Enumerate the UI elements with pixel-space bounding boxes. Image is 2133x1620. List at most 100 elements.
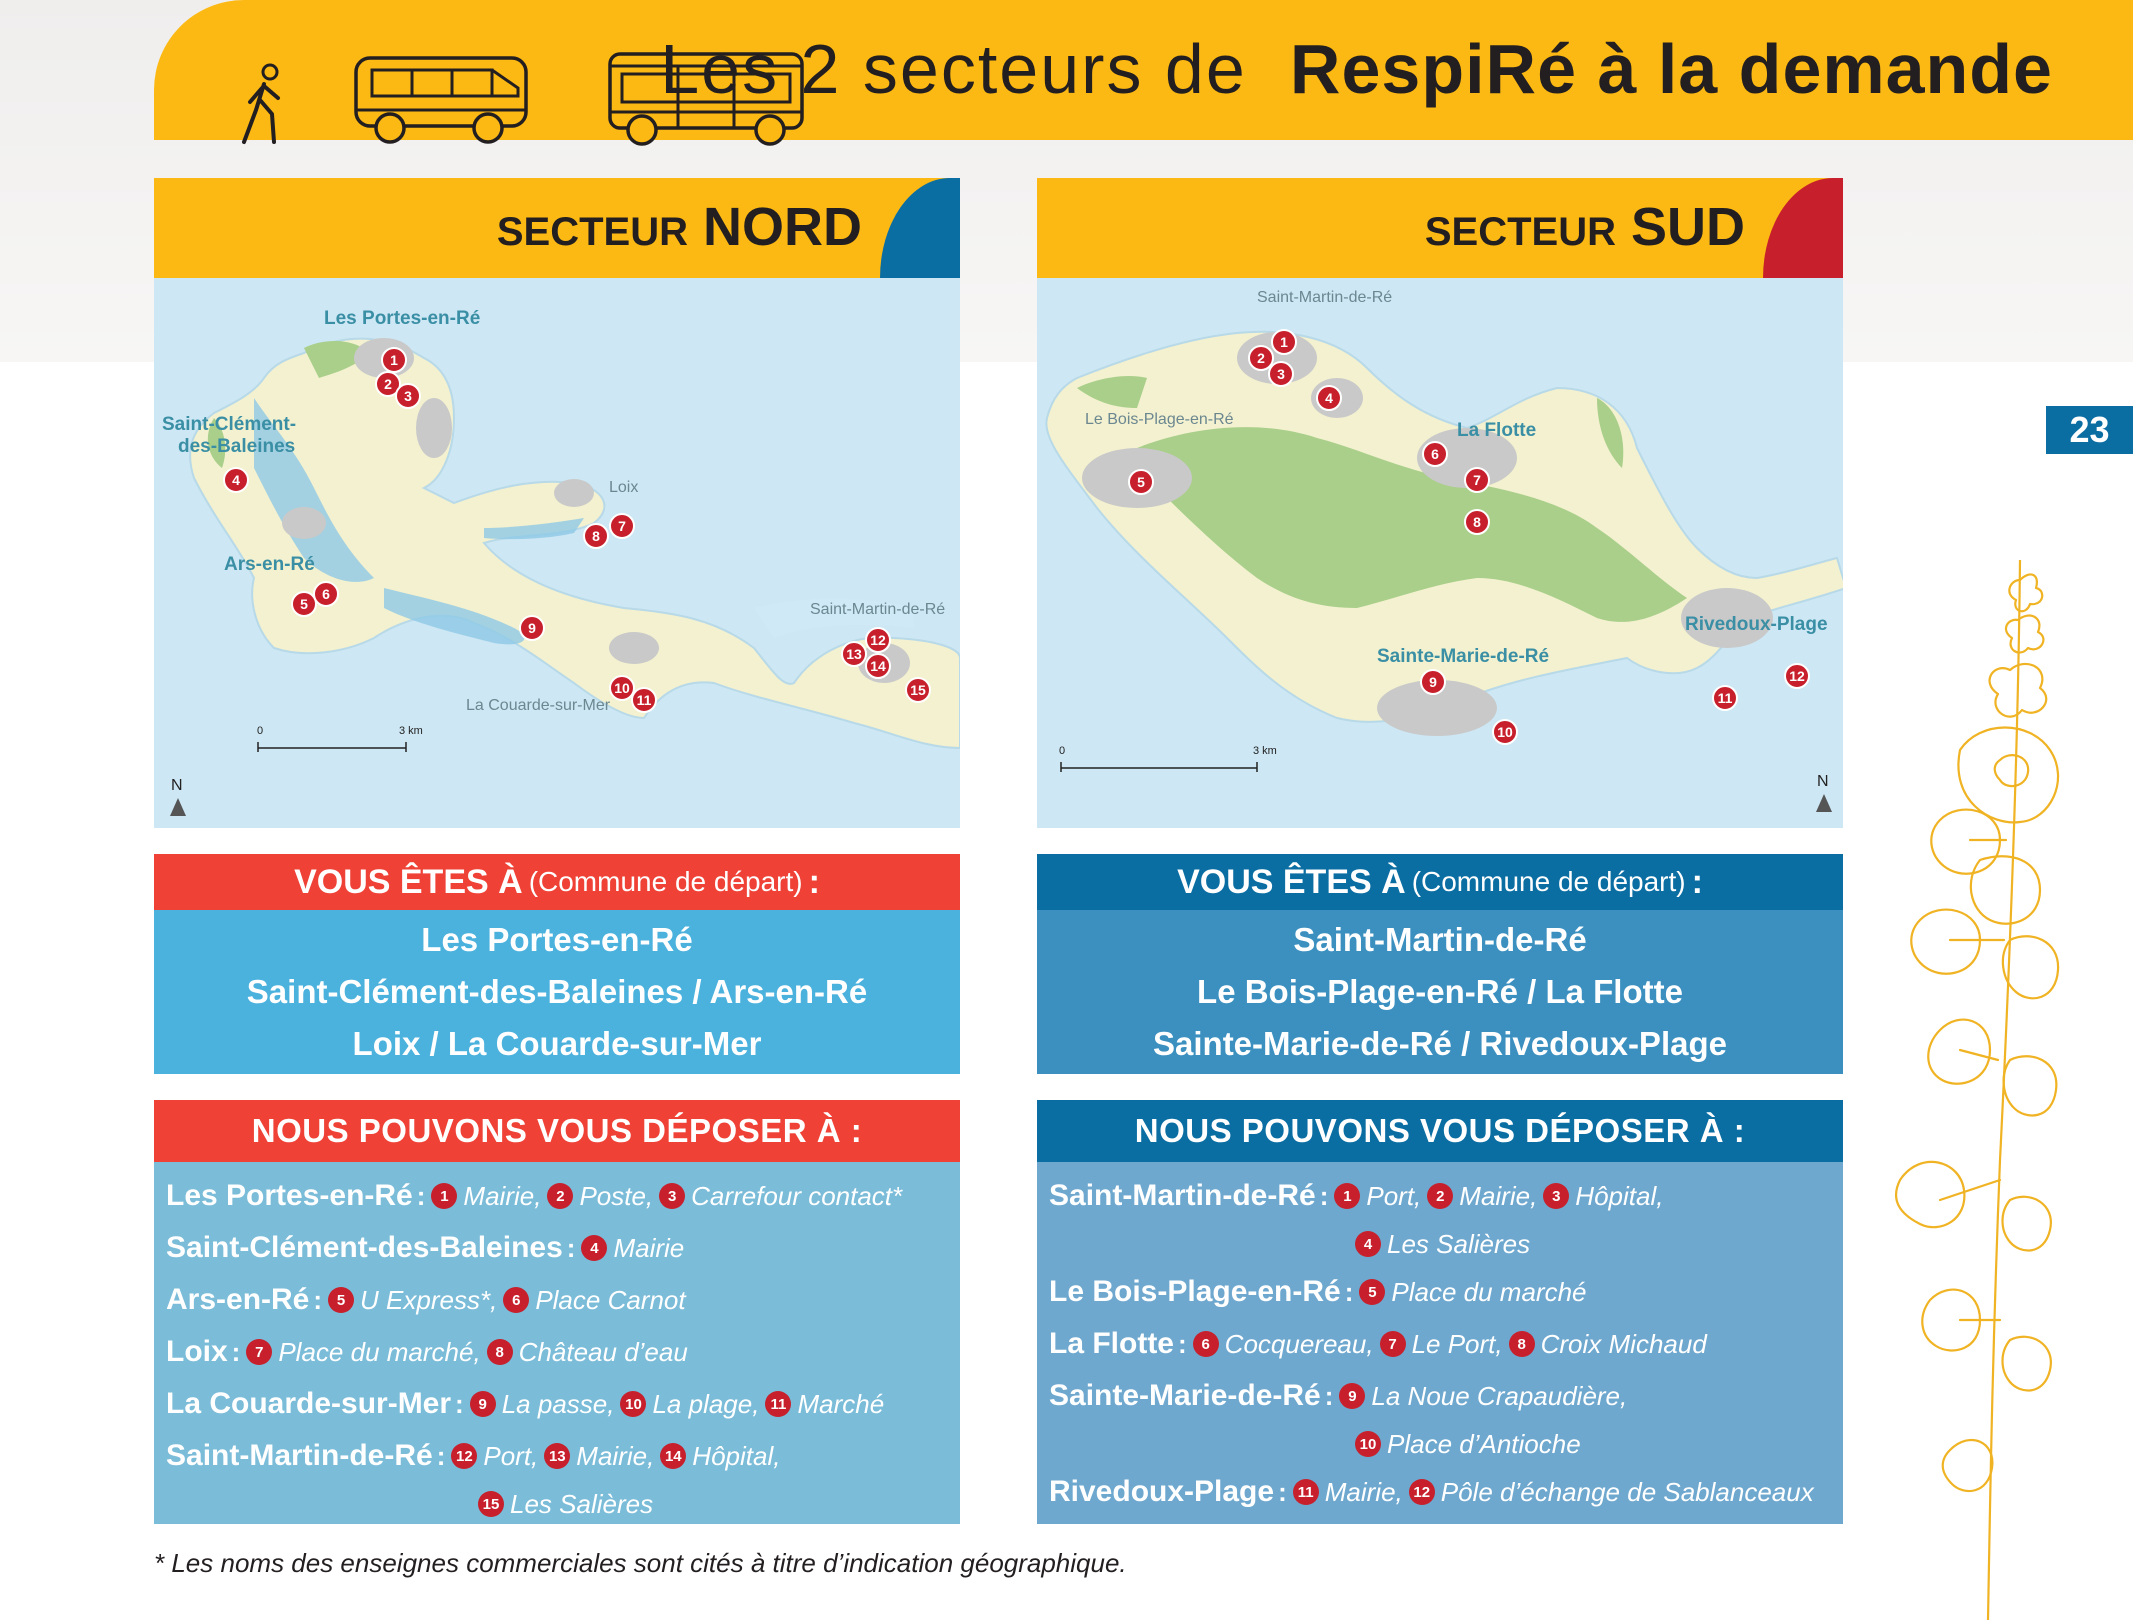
drop-row: Ars-en-Ré:5 U Express*, 6 Place Carnot: [166, 1274, 948, 1326]
stop-number-badge: 5: [1359, 1279, 1386, 1305]
secteur-sud-header: SECTEUR SUD: [1037, 178, 1843, 278]
secteur-sud-title: SECTEUR SUD: [1425, 196, 1745, 258]
map-label: La Flotte: [1457, 420, 1536, 441]
svg-text:1: 1: [390, 352, 398, 368]
secteur-nord-accent: [880, 178, 960, 278]
map-pin: 8: [1464, 509, 1490, 535]
map-pin: 10: [1492, 719, 1518, 745]
map-pin: 7: [1464, 467, 1490, 493]
stop-number-badge: 12: [451, 1443, 478, 1469]
stop-number-badge: 7: [246, 1339, 273, 1365]
drop-stop: 14 Hôpital,: [660, 1441, 780, 1472]
drop-stop: 10 Place d’Antioche: [1355, 1429, 1581, 1460]
drop-town: La Flotte: [1049, 1327, 1174, 1360]
page-title: Les 2 secteurs de RespiRé à la demande: [660, 28, 2053, 110]
map-scale: 0 3 km: [257, 725, 423, 752]
svg-text:2: 2: [1257, 350, 1265, 366]
stop-number-badge: 9: [1339, 1383, 1366, 1409]
stop-name: Port,: [1366, 1180, 1422, 1211]
secteur-nord-header: SECTEUR NORD: [154, 178, 960, 278]
svg-text:2: 2: [384, 376, 392, 392]
secteur-sud-accent: [1763, 178, 1843, 278]
drop-header-nord: NOUS POUVONS VOUS DÉPOSER À :: [154, 1100, 960, 1162]
stop-number-badge: 10: [620, 1391, 647, 1417]
page-number: 23: [2046, 406, 2133, 454]
drop-town: Saint-Martin-de-Ré: [166, 1439, 433, 1472]
svg-text:7: 7: [618, 518, 626, 534]
stop-number-badge: 11: [1292, 1479, 1319, 1505]
drop-town: Le Bois-Plage-en-Ré: [1049, 1275, 1341, 1308]
map-label: Rivedoux-Plage: [1685, 614, 1828, 635]
svg-text:3: 3: [1277, 366, 1285, 382]
stop-number-badge: 14: [660, 1443, 687, 1469]
drop-row: Saint-Martin-de-Ré:1 Port, 2 Mairie, 3 Hôpita…: [1049, 1170, 1831, 1222]
depart-commune: Les Portes-en-Ré: [421, 921, 693, 958]
drop-row: Rivedoux-Plage:11 Mairie, 12 Pôle d’échange…: [1049, 1466, 1831, 1518]
scale-end: 3 km: [399, 725, 423, 737]
depart-paren: (Commune de départ): [1411, 866, 1686, 897]
depart-header-sud: VOUS ÊTES À (Commune de départ) :: [1037, 854, 1843, 910]
map-label: des-Baleines: [178, 436, 295, 457]
drop-stop: 6 Cocquereau,: [1192, 1329, 1374, 1360]
svg-text:10: 10: [1497, 724, 1513, 740]
page-title-light: Les 2 secteurs de: [660, 30, 1247, 108]
depart-commune: Le Bois-Plage-en-Ré / La Flotte: [1197, 973, 1683, 1010]
stop-number-badge: 2: [1427, 1183, 1454, 1209]
stop-number-badge: 9: [469, 1391, 496, 1417]
drop-stop: 6 Place Carnot: [503, 1284, 686, 1316]
map-pins-sud: 1 2 3 4 5 6 7 8 9 10 11 12: [1128, 329, 1810, 745]
depart-colon: :: [808, 862, 820, 901]
drop-stop: 2 Mairie,: [1427, 1181, 1537, 1212]
map-label: Les Portes-en-Ré: [324, 308, 480, 329]
stop-number-badge: 3: [1543, 1183, 1570, 1209]
drop-row: La Flotte:6 Cocquereau, 7 Le Port, 8 Croix Mi…: [1049, 1318, 1831, 1370]
drop-stop: 11 Marché: [765, 1389, 884, 1420]
drop-separator: :: [436, 1440, 446, 1471]
drop-stop: 1 Port,: [1334, 1181, 1421, 1212]
map-pin: 12: [865, 627, 891, 653]
stop-name: Mairie,: [463, 1180, 542, 1211]
drop-stop: 9 La Noue Crapaudière,: [1339, 1381, 1627, 1412]
stop-name: Place Carnot: [535, 1284, 686, 1315]
drop-stop: 15 Les Salières: [478, 1489, 653, 1520]
map-label: Saint-Martin-de-Ré: [810, 601, 945, 618]
svg-text:14: 14: [870, 658, 886, 674]
stop-name: Les Salières: [510, 1488, 654, 1519]
bus-icon: [608, 52, 804, 146]
map-label: Sainte-Marie-de-Ré: [1377, 646, 1549, 667]
drop-stop: 2 Poste,: [547, 1181, 653, 1212]
stop-number-badge: 8: [486, 1339, 513, 1365]
svg-text:4: 4: [232, 472, 240, 488]
map-label: Saint-Clément-: [162, 414, 296, 435]
map-pin: 15: [905, 677, 931, 703]
stop-name: U Express*,: [360, 1284, 498, 1315]
drop-separator: :: [1324, 1380, 1334, 1411]
svg-text:3: 3: [404, 388, 412, 404]
stop-name: Croix Michaud: [1540, 1328, 1707, 1359]
stop-number-badge: 6: [503, 1287, 530, 1313]
drop-row: 4 Les Salières: [1049, 1222, 1831, 1266]
map-pin: 13: [841, 641, 867, 667]
drop-row: Le Bois-Plage-en-Ré:5 Place du marché: [1049, 1266, 1831, 1318]
stop-name: Mairie,: [1459, 1180, 1538, 1211]
svg-text:4: 4: [1325, 390, 1333, 406]
drop-separator: :: [231, 1336, 241, 1367]
svg-text:7: 7: [1473, 472, 1481, 488]
secteur-nord: SECTEUR NORD Les Portes-en-Ré Sa: [154, 178, 960, 1524]
secteur-label: SECTEUR: [496, 210, 688, 254]
drop-stop: 5 Place du marché: [1359, 1277, 1587, 1308]
map-pin: 9: [519, 615, 545, 641]
drop-separator: :: [1344, 1276, 1354, 1307]
stop-number-badge: 8: [1508, 1331, 1535, 1357]
svg-text:5: 5: [300, 596, 308, 612]
drop-stop: 7 Place du marché,: [246, 1337, 481, 1368]
drop-list-nord: Les Portes-en-Ré:1 Mairie, 2 Poste, 3 Carrefo…: [154, 1162, 960, 1524]
drop-separator: :: [313, 1284, 323, 1315]
depart-list-nord: Les Portes-en-Ré Saint-Clément-des-Balei…: [154, 910, 960, 1074]
map-pin: 6: [313, 581, 339, 607]
map-pin: 12: [1784, 663, 1810, 689]
drop-list-sud: Saint-Martin-de-Ré:1 Port, 2 Mairie, 3 Hôpita…: [1037, 1162, 1843, 1524]
stop-number-badge: 5: [328, 1287, 355, 1313]
map-secteur-sud: Saint-Martin-de-Ré Le Bois-Plage-en-Ré L…: [1037, 278, 1843, 828]
drop-separator: :: [1278, 1476, 1287, 1507]
